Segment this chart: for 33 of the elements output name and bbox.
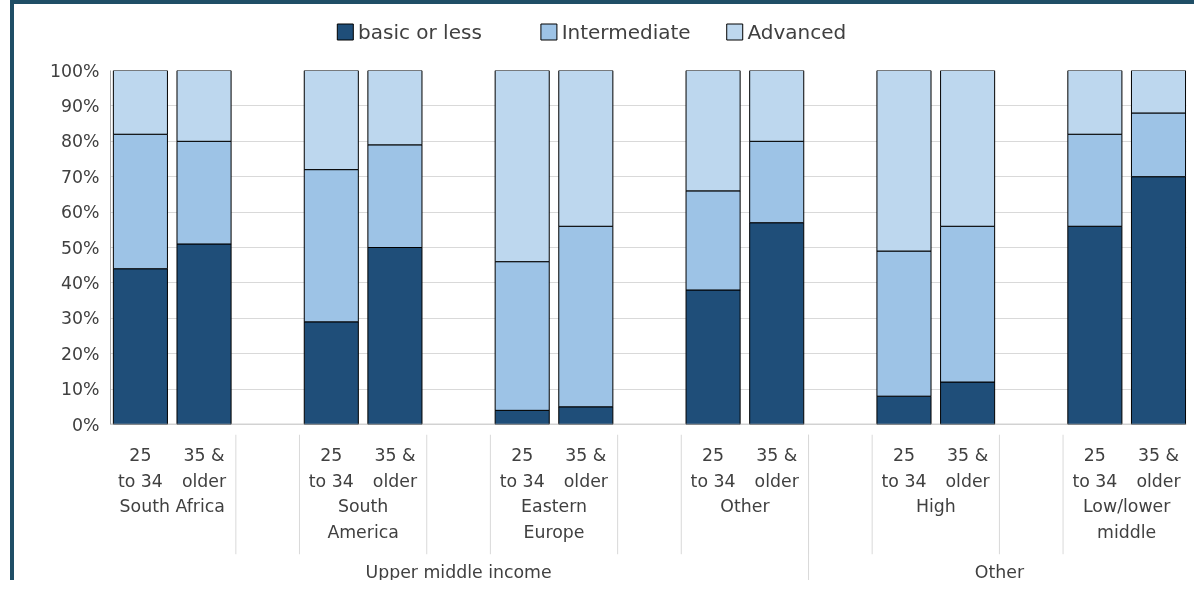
text: South America (327, 495, 399, 542)
y-tick-label: 80% (60, 131, 100, 152)
y-tick-label: 50% (60, 237, 100, 258)
x-tick-label: 25 to 34 (117, 444, 163, 491)
legend-label: Advanced (747, 20, 847, 44)
x-tick-label: 25 to 34 (881, 444, 927, 491)
x-tick-label: 35 & older (1136, 444, 1182, 491)
x-tick-label: 35 & older (754, 444, 800, 491)
x-tick-label: 25 to 34 (308, 444, 354, 491)
y-tick-label: 20% (60, 343, 100, 364)
text: South Africa (119, 495, 225, 516)
y-tick-label: 0% (72, 414, 100, 435)
text: Other (720, 495, 771, 516)
text: Low/lower middle (1083, 495, 1172, 542)
y-tick-label: 40% (60, 272, 100, 293)
x-tick-label: 35 & older (945, 444, 991, 491)
y-tick-label: 60% (60, 202, 100, 223)
x-tick-label: 35 & older (563, 444, 609, 491)
y-tick-label: 10% (60, 379, 100, 400)
text: High (915, 495, 956, 516)
legend-label: Intermediate (561, 20, 691, 44)
legend-label: basic or less (358, 20, 482, 44)
x-tick-label: 25 to 34 (499, 444, 545, 491)
y-tick-label: 90% (60, 95, 100, 116)
x-tick-label: 35 & older (372, 444, 418, 491)
text: Other (974, 561, 1025, 582)
y-tick-label: 30% (60, 308, 100, 329)
y-tick-label: 100% (49, 60, 100, 81)
x-tick-label: 25 to 34 (690, 444, 736, 491)
x-tick-label: 25 to 34 (1072, 444, 1118, 491)
text: Eastern Europe (521, 495, 587, 542)
x-tick-label: 35 & older (181, 444, 228, 491)
y-tick-label: 70% (60, 166, 100, 187)
